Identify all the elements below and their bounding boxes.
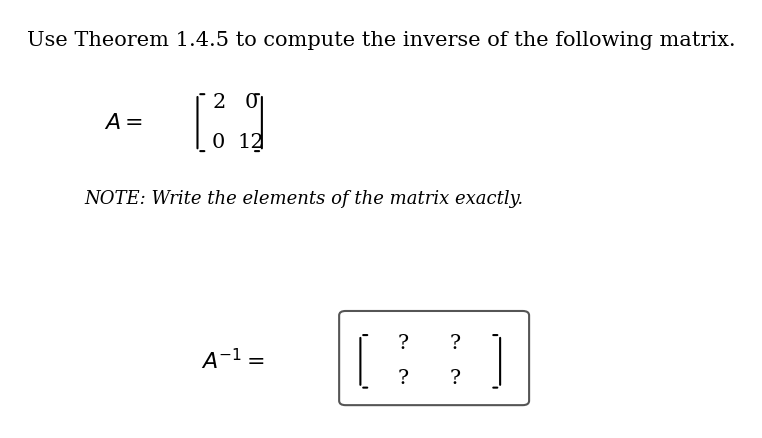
- Text: ?: ?: [450, 334, 460, 353]
- Text: 12: 12: [238, 133, 264, 152]
- FancyBboxPatch shape: [339, 311, 529, 405]
- Text: NOTE: Write the elements of the matrix exactly.: NOTE: Write the elements of the matrix e…: [85, 190, 524, 208]
- Text: 0: 0: [245, 93, 258, 113]
- Text: $A^{-1} = $: $A^{-1} = $: [201, 349, 265, 374]
- Text: 2: 2: [212, 93, 226, 113]
- Text: Use Theorem 1.4.5 to compute the inverse of the following matrix.: Use Theorem 1.4.5 to compute the inverse…: [27, 31, 735, 49]
- Text: 0: 0: [212, 133, 226, 152]
- Text: ?: ?: [398, 334, 409, 353]
- Text: ?: ?: [398, 369, 409, 389]
- Text: ?: ?: [450, 369, 460, 389]
- Text: $A = $: $A = $: [104, 112, 142, 134]
